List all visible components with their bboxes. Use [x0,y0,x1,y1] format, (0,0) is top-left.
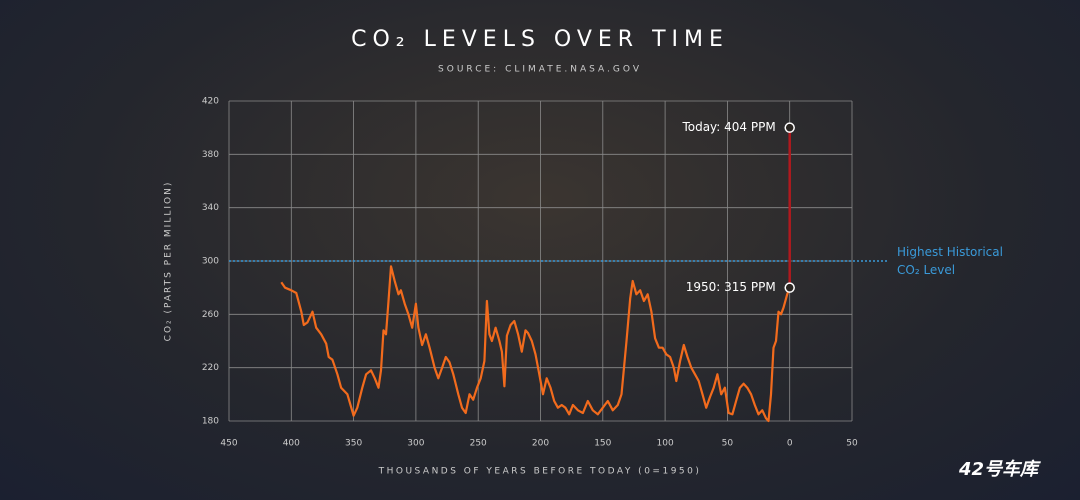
y-tick-label: 260 [202,310,219,320]
x-tick-label: 50 [722,439,734,449]
y-tick-label: 220 [202,363,219,373]
x-tick-label: 300 [407,439,424,449]
reference-label: Highest Historical CO₂ Level [897,245,1003,277]
y-tick-label: 340 [202,203,219,213]
chart-title: CO₂ LEVELS OVER TIME [351,27,729,52]
chart-subtitle: SOURCE: CLIMATE.NASA.GOV [438,65,642,75]
annotation-point [784,122,795,133]
x-tick-label: 0 [787,439,793,449]
x-tick-label: 350 [345,439,362,449]
annotation-point [784,282,795,293]
y-tick-label: 380 [202,150,219,160]
y-tick-label: 420 [202,97,219,107]
y-tick-label: 300 [202,257,219,267]
x-tick-label: 50 [846,439,858,449]
x-tick-label: 150 [594,439,611,449]
x-tick-label: 400 [283,439,300,449]
y-tick-label: 180 [202,417,219,427]
x-tick-label: 200 [532,439,549,449]
annotation-label: Today: 404 PPM [681,120,775,134]
x-tick-label: 250 [470,439,487,449]
y-axis-label: CO₂ (PARTS PER MILLION) [164,181,174,342]
x-axis-label: THOUSANDS OF YEARS BEFORE TODAY (0=1950) [378,467,702,477]
data-line [280,265,791,423]
x-tick-label: 450 [220,439,237,449]
watermark: 42号车库 [958,459,1041,480]
annotation-label: 1950: 315 PPM [686,280,776,294]
x-tick-label: 100 [657,439,674,449]
